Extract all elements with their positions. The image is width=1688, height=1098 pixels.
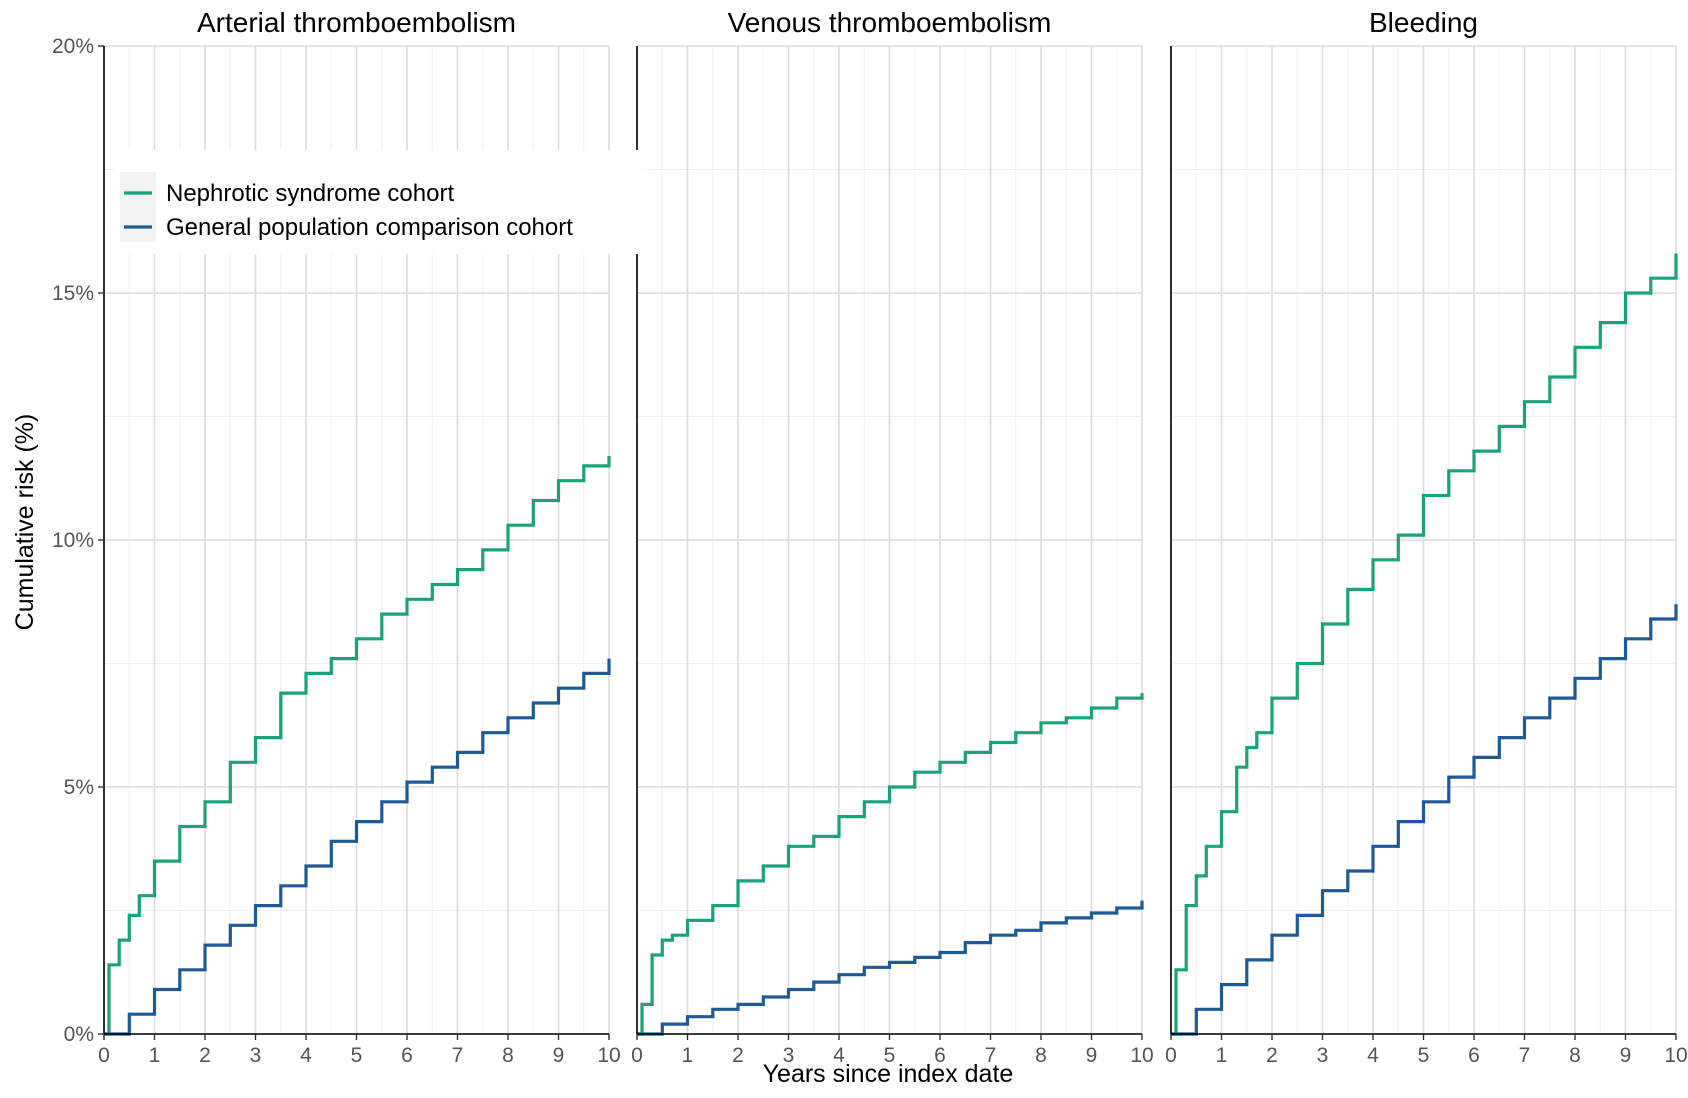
x-tick-label: 0: [1165, 1044, 1177, 1067]
x-tick-label: 7: [452, 1044, 464, 1067]
legend-background: [114, 150, 644, 254]
series-line-general-population-comparison-cohort: [104, 658, 611, 1036]
series-line-nephrotic-syndrome-cohort: [1171, 253, 1678, 1036]
x-tick-label: 8: [502, 1044, 514, 1067]
y-tick-label: 20%: [52, 35, 94, 58]
x-tick-label: 6: [401, 1044, 413, 1067]
x-tick-label: 5: [351, 1044, 363, 1067]
x-tick-label: 9: [553, 1044, 565, 1067]
x-tick-label: 8: [1035, 1044, 1047, 1067]
series-line-nephrotic-syndrome-cohort: [104, 456, 611, 1036]
x-tick-label: 10: [597, 1044, 620, 1067]
y-tick-label: 10%: [52, 529, 94, 552]
x-tick-label: 9: [1086, 1044, 1098, 1067]
series-line-general-population-comparison-cohort: [637, 900, 1144, 1036]
x-tick-label: 10: [1130, 1044, 1153, 1067]
x-tick-label: 5: [1418, 1044, 1430, 1067]
x-tick-label: 5: [884, 1044, 896, 1067]
x-tick-label: 3: [250, 1044, 262, 1067]
x-tick-label: 1: [1216, 1044, 1228, 1067]
series-layer: [104, 253, 1678, 1036]
x-tick-label: 2: [732, 1044, 744, 1067]
x-tick-label: 3: [783, 1044, 795, 1067]
x-tick-label: 3: [1317, 1044, 1329, 1067]
x-tick-label: 0: [631, 1044, 643, 1067]
y-tick-label: 0%: [64, 1023, 94, 1046]
series-line-nephrotic-syndrome-cohort: [637, 693, 1144, 1036]
x-tick-label: 8: [1569, 1044, 1581, 1067]
x-axis-title: Years since index date: [763, 1060, 1014, 1088]
x-tick-label: 4: [300, 1044, 312, 1067]
y-tick-label: 15%: [52, 282, 94, 305]
x-tick-label: 1: [682, 1044, 694, 1067]
x-tick-label: 1: [149, 1044, 161, 1067]
y-axis-title: Cumulative risk (%): [11, 414, 39, 631]
x-tick-label: 4: [833, 1044, 845, 1067]
x-tick-label: 10: [1664, 1044, 1687, 1067]
x-tick-label: 4: [1367, 1044, 1379, 1067]
x-tick-label: 2: [1266, 1044, 1278, 1067]
legend-key-background: [120, 172, 156, 242]
legend: Nephrotic syndrome cohort General populat…: [114, 150, 644, 254]
x-tick-label: 6: [1468, 1044, 1480, 1067]
x-tick-label: 7: [985, 1044, 997, 1067]
x-tick-label: 2: [199, 1044, 211, 1067]
x-tick-label: 9: [1620, 1044, 1632, 1067]
panel-title: Bleeding: [1369, 7, 1478, 38]
panel-title: Venous thromboembolism: [728, 7, 1052, 38]
y-tick-label: 5%: [64, 776, 94, 799]
legend-label: Nephrotic syndrome cohort: [166, 180, 454, 207]
legend-label: General population comparison cohort: [166, 214, 573, 241]
series-line-general-population-comparison-cohort: [1171, 604, 1678, 1036]
panel-title: Arterial thromboembolism: [197, 7, 516, 38]
x-tick-label: 6: [934, 1044, 946, 1067]
x-tick-label: 0: [98, 1044, 110, 1067]
x-tick-label: 7: [1519, 1044, 1531, 1067]
